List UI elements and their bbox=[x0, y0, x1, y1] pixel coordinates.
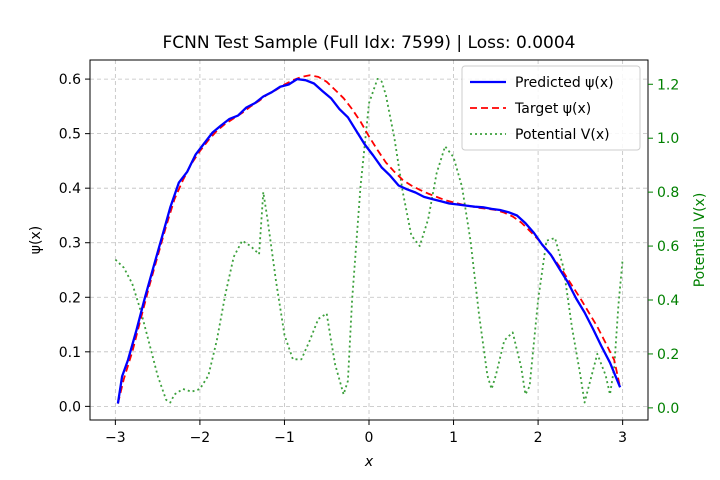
y2-axis-label: Potential V(x) bbox=[692, 193, 708, 288]
y-axis-left: 0.0 0.1 0.2 0.3 0.4 0.5 0.6 bbox=[59, 72, 90, 415]
legend-label-1: Target ψ(x) bbox=[514, 101, 591, 117]
chart-title: FCNN Test Sample (Full Idx: 7599) | Loss… bbox=[163, 33, 576, 53]
x-tick-label: −2 bbox=[190, 430, 211, 446]
y2-tick-label: 0.8 bbox=[657, 185, 679, 201]
y2-tick-label: 1.0 bbox=[657, 131, 679, 147]
legend: Predicted ψ(x) Target ψ(x) Potential V(x) bbox=[461, 65, 641, 151]
y-tick-label: 0.0 bbox=[59, 399, 81, 415]
y-tick-label: 0.1 bbox=[59, 345, 81, 361]
y-tick-label: 0.4 bbox=[59, 181, 81, 197]
legend-label-2: Potential V(x) bbox=[515, 127, 610, 143]
x-axis-label: x bbox=[364, 454, 374, 470]
x-tick-label: −3 bbox=[105, 430, 126, 446]
y-tick-label: 0.3 bbox=[59, 236, 81, 252]
y2-tick-label: 0.0 bbox=[657, 401, 679, 417]
y-axis-right: 0.0 0.2 0.4 0.6 0.8 1.0 1.2 bbox=[648, 77, 679, 417]
y-tick-label: 0.2 bbox=[59, 290, 81, 306]
series-layer bbox=[114, 74, 624, 404]
y2-tick-label: 0.2 bbox=[657, 347, 679, 363]
legend-box bbox=[461, 65, 641, 151]
series-line-0 bbox=[116, 77, 622, 404]
y2-tick-label: 1.2 bbox=[657, 77, 679, 93]
x-tick-label: 2 bbox=[534, 430, 543, 446]
x-tick-label: 3 bbox=[618, 430, 627, 446]
y-axis-label: ψ(x) bbox=[28, 226, 44, 254]
y-tick-label: 0.6 bbox=[59, 72, 81, 88]
y-tick-label: 0.5 bbox=[59, 127, 81, 143]
y2-tick-label: 0.4 bbox=[657, 293, 679, 309]
x-tick-label: −1 bbox=[274, 430, 295, 446]
x-tick-label: 0 bbox=[365, 430, 374, 446]
x-tick-label: 1 bbox=[449, 430, 458, 446]
x-axis: −3 −2 −1 0 1 2 3 bbox=[105, 420, 627, 446]
legend-label-0: Predicted ψ(x) bbox=[515, 75, 614, 91]
series-line-2 bbox=[114, 78, 624, 404]
y2-tick-label: 0.6 bbox=[657, 239, 679, 255]
